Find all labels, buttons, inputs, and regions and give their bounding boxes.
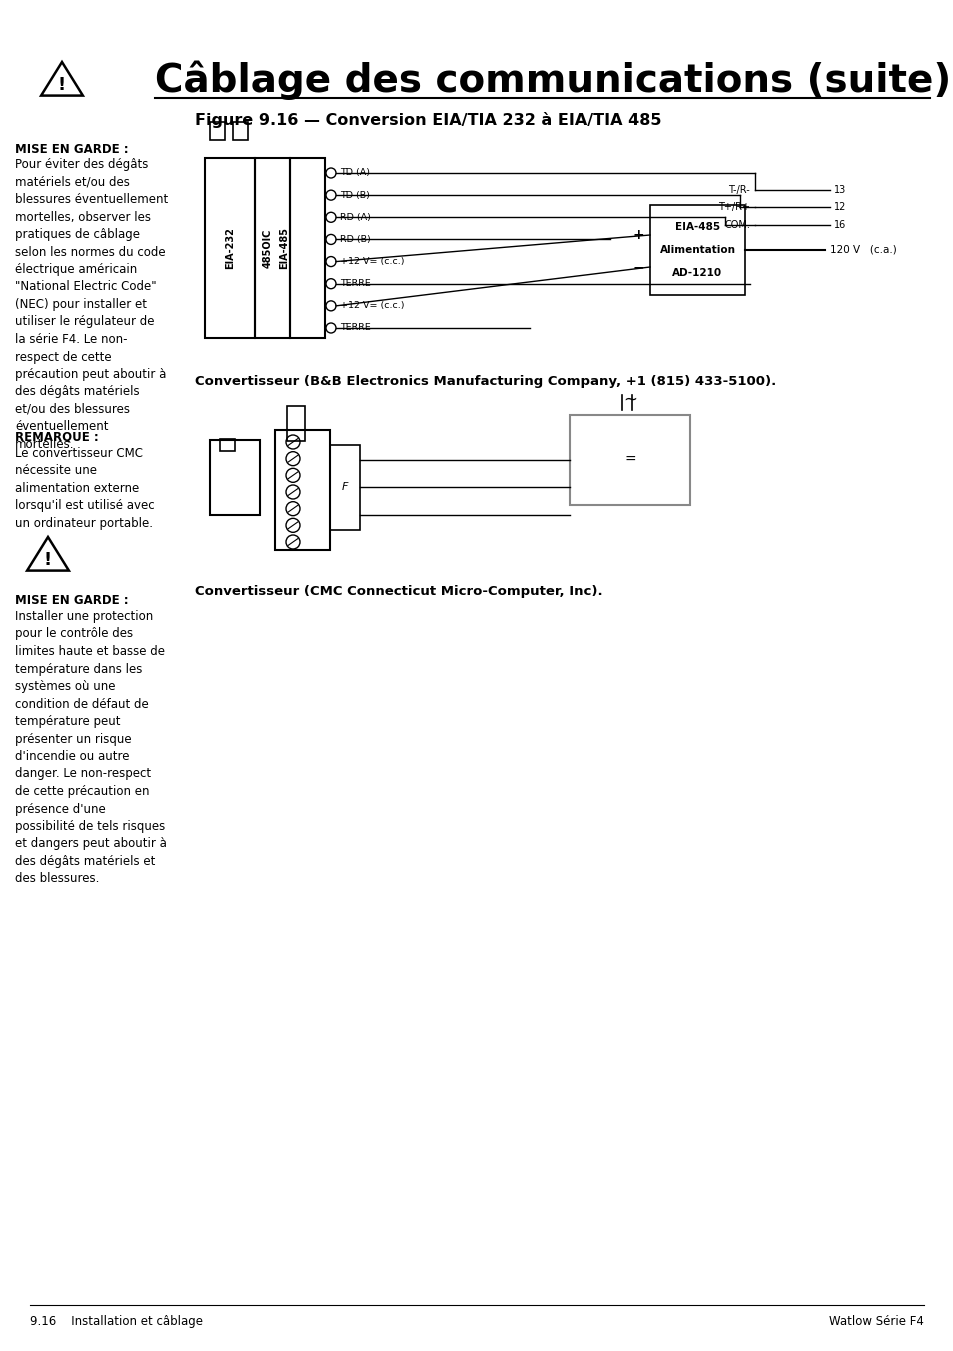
Bar [205,158,254,338]
Text: F: F [341,482,348,493]
Bar [220,439,234,451]
Text: T-/R-: T-/R- [727,185,749,195]
Text: EIA-485: EIA-485 [279,227,289,269]
Bar [290,158,325,338]
Text: REMARQUE :: REMARQUE : [15,430,99,443]
Text: COM.: COM. [723,220,749,230]
Text: 16: 16 [833,220,845,230]
Text: Figure 9.16 — Conversion EIA/TIA 232 à EIA/TIA 485: Figure 9.16 — Conversion EIA/TIA 232 à E… [194,112,660,128]
Bar [210,122,225,141]
Bar [210,440,260,515]
Text: +12 V= (c.c.): +12 V= (c.c.) [339,301,404,311]
Text: Alimentation: Alimentation [659,245,735,255]
Text: Câblage des communications (suite): Câblage des communications (suite) [154,59,950,100]
Bar [287,407,305,440]
Bar [569,415,689,505]
Text: 12: 12 [833,203,845,212]
Text: MISE EN GARDE :: MISE EN GARDE : [15,594,129,607]
Text: +12 V= (c.c.): +12 V= (c.c.) [339,257,404,266]
Text: Convertisseur (CMC Connecticut Micro-Computer, Inc).: Convertisseur (CMC Connecticut Micro-Com… [194,585,602,598]
Text: RD (A): RD (A) [339,213,371,222]
Text: !: ! [44,551,52,569]
Text: !: ! [58,76,66,95]
Bar [254,158,290,338]
Text: ~: ~ [622,390,637,409]
Text: Convertisseur (B&B Electronics Manufacturing Company, +1 (815) 433-5100).: Convertisseur (B&B Electronics Manufactu… [194,376,776,388]
Text: −: − [632,259,643,274]
Text: +: + [632,228,643,242]
Bar [233,122,248,141]
Text: 13: 13 [833,185,845,195]
Text: TD (A): TD (A) [339,169,370,177]
Text: TD (B): TD (B) [339,190,370,200]
Text: MISE EN GARDE :: MISE EN GARDE : [15,143,129,155]
Text: RD (B): RD (B) [339,235,371,245]
Text: T+/R+: T+/R+ [718,203,749,212]
Text: =: = [623,453,635,467]
Text: 120 V   (c.a.): 120 V (c.a.) [829,245,896,255]
Text: Pour éviter des dégâts
matériels et/ou des
blessures éventuellement
mortelles, o: Pour éviter des dégâts matériels et/ou d… [15,158,168,451]
Bar [649,205,744,295]
Text: TERRE: TERRE [339,323,371,332]
Text: 9.16    Installation et câblage: 9.16 Installation et câblage [30,1315,203,1328]
Text: TERRE: TERRE [339,280,371,288]
Text: AD-1210: AD-1210 [672,267,721,278]
Text: Watlow Série F4: Watlow Série F4 [828,1315,923,1328]
Text: Installer une protection
pour le contrôle des
limites haute et basse de
températ: Installer une protection pour le contrôl… [15,611,167,885]
Bar [274,430,330,550]
Text: Le convertisseur CMC
nécessite une
alimentation externe
lorsqu'il est utilisé av: Le convertisseur CMC nécessite une alime… [15,447,154,530]
Text: EIA-485: EIA-485 [674,222,720,232]
Text: EIA-232: EIA-232 [225,227,234,269]
Bar [330,444,359,530]
Text: 485OIC: 485OIC [262,228,273,267]
